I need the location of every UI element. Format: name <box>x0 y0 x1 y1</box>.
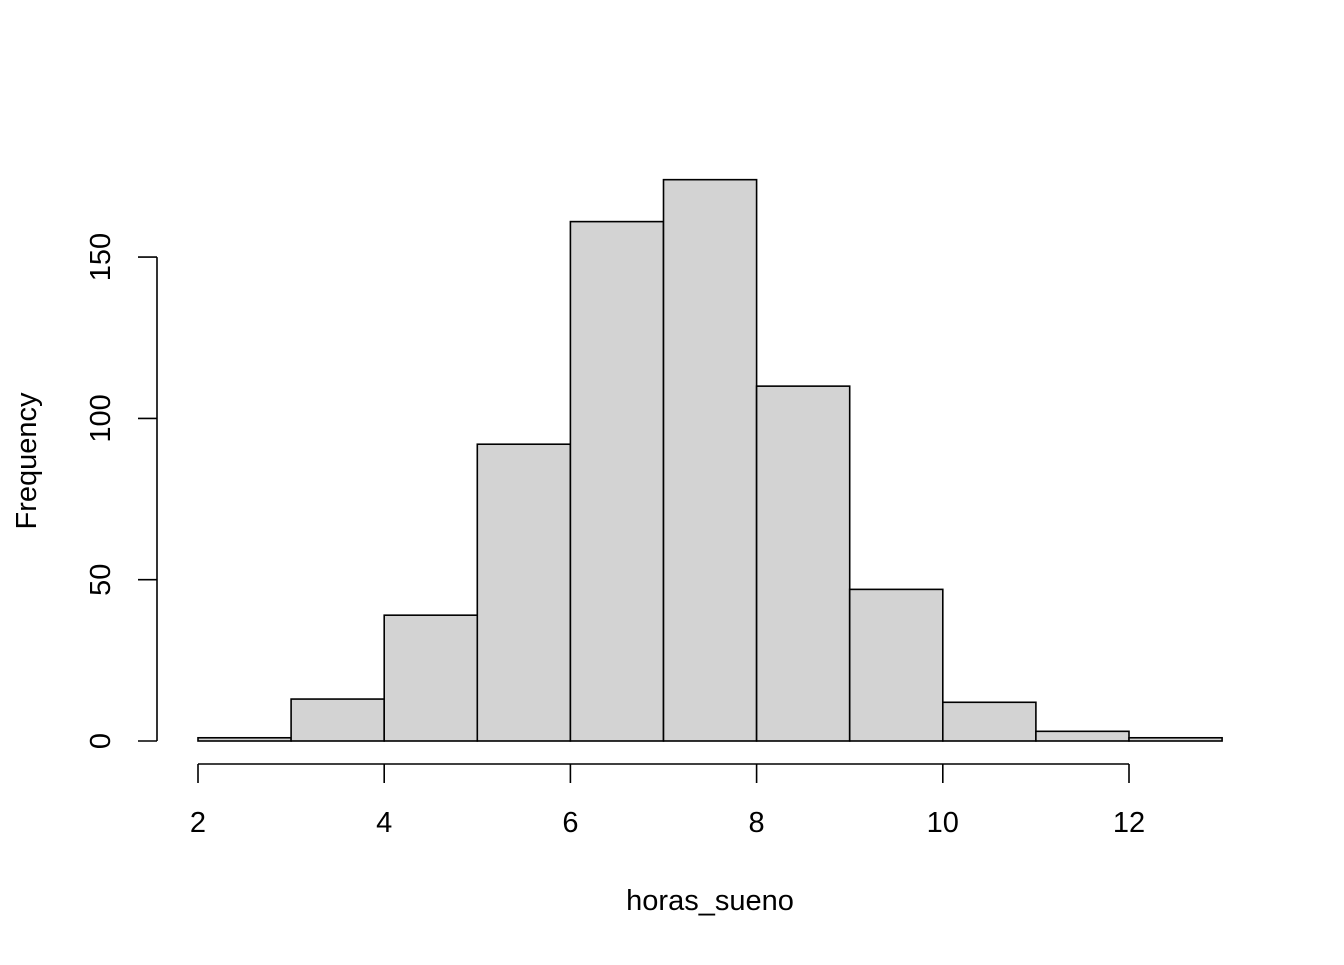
x-tick-label: 10 <box>927 807 959 839</box>
histogram-bar <box>1128 736 1223 742</box>
x-tick-label: 8 <box>749 807 765 839</box>
histogram-bar <box>662 178 758 742</box>
histogram-bar <box>476 443 572 742</box>
x-tick-label: 6 <box>562 807 578 839</box>
x-tick-label: 12 <box>1113 807 1145 839</box>
histogram-bar <box>1035 730 1130 742</box>
x-axis: 2 4 6 8 10 12 <box>190 763 1145 839</box>
histogram-bar <box>755 385 851 742</box>
y-axis-title: Frequency <box>11 392 43 530</box>
histogram-bar <box>290 698 386 742</box>
y-axis: 0 50 100 150 <box>85 233 158 749</box>
x-axis-title: horas_sueno <box>626 885 794 917</box>
histogram-bar <box>569 220 665 742</box>
y-tick-label: 100 <box>85 394 117 442</box>
y-tick-label: 150 <box>85 233 117 281</box>
y-tick-label: 50 <box>85 564 117 596</box>
histogram-bar <box>941 701 1037 742</box>
histogram-bar <box>848 588 944 742</box>
bars-group <box>197 178 1223 742</box>
x-tick-label: 2 <box>190 807 206 839</box>
x-tick-label: 4 <box>376 807 392 839</box>
y-tick-label: 0 <box>85 733 117 749</box>
histogram-bar <box>383 614 479 742</box>
histogram-bar <box>197 736 292 742</box>
